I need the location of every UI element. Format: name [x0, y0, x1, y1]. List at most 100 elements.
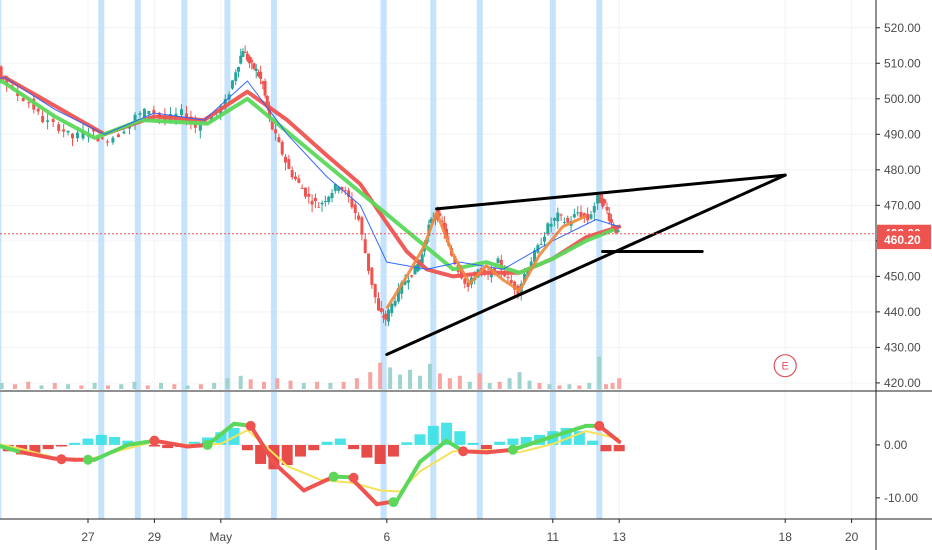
volume-bar: [185, 385, 190, 389]
candle-body: [142, 108, 146, 118]
candle-body: [327, 196, 331, 203]
candle-body: [243, 51, 247, 53]
candle-body: [263, 80, 267, 96]
earnings-label: E: [782, 361, 789, 373]
candle-body: [270, 119, 274, 130]
trendline[interactable]: [435, 173, 787, 211]
candle-body: [466, 282, 470, 287]
trendline[interactable]: [385, 173, 787, 356]
histogram-bar: [600, 444, 612, 452]
candle-body: [81, 130, 85, 139]
candle-body: [566, 217, 570, 223]
candle-body: [598, 194, 602, 204]
volume-bar: [66, 384, 71, 389]
candle-body: [483, 269, 487, 272]
candle-body: [390, 303, 394, 314]
candle-body: [223, 99, 227, 109]
candle-body: [607, 212, 611, 221]
volume-bar: [378, 362, 383, 389]
candle-body: [313, 197, 317, 201]
histogram-bar: [69, 442, 81, 445]
earnings-marker[interactable]: E: [773, 354, 797, 378]
candle-body: [562, 221, 566, 223]
histogram-bar: [520, 436, 532, 445]
trendlines[interactable]: [385, 173, 787, 356]
volume-bar: [341, 381, 346, 389]
candle-body: [605, 206, 609, 211]
macd-segment: [92, 442, 130, 462]
volume-bar: [132, 381, 137, 389]
oscillator-axis-ticks[interactable]: 0.00 -10.00: [876, 438, 918, 505]
time-axis-ticks[interactable]: 27 29 May 6 11 13 18 20: [81, 519, 859, 544]
candle-body: [46, 120, 50, 122]
candle-body: [496, 258, 500, 264]
highlight-column: [134, 392, 141, 519]
cross-dot: [507, 444, 518, 455]
candle-body: [294, 176, 297, 180]
volume-bar: [198, 384, 203, 389]
volume-bar: [288, 380, 293, 389]
candle-body: [41, 116, 45, 123]
volume-bar: [610, 383, 615, 389]
candle-body: [193, 122, 197, 128]
price-tick-label: 470.00: [884, 198, 921, 212]
histogram-bar: [294, 444, 306, 457]
candle-body: [360, 217, 364, 235]
volume-bar: [427, 363, 432, 389]
macd-segment: [152, 438, 190, 449]
volume-bar: [617, 378, 622, 389]
candle-body: [533, 250, 537, 262]
moving-average-line: [0, 79, 615, 275]
volume-bar: [301, 383, 306, 389]
price-axis-ticks[interactable]: 520.00 510.00 500.00 490.00 480.00 470.00 460.…: [876, 21, 921, 390]
candle-body: [287, 159, 291, 169]
candle-body: [75, 132, 79, 139]
candle-body: [556, 212, 560, 222]
candle-body: [198, 124, 202, 131]
cross-dot: [594, 420, 605, 431]
candle-body: [572, 214, 576, 218]
candle-body: [546, 223, 550, 235]
candle-body: [363, 239, 367, 254]
histogram-bar: [188, 441, 200, 445]
highlight-column: [596, 392, 603, 519]
volume-bar: [517, 372, 522, 389]
candle-body: [343, 190, 347, 192]
highlight-column: [0, 0, 2, 390]
candle-body: [579, 211, 583, 218]
time-tick-label: 18: [779, 530, 793, 544]
time-tick-label: 27: [81, 530, 95, 544]
candle-body: [506, 276, 510, 278]
histogram-bar: [109, 436, 121, 445]
candle-body: [357, 215, 361, 220]
macd-segment: [418, 438, 449, 464]
candle-body: [549, 223, 553, 227]
candle-body: [396, 288, 400, 302]
candle-body: [284, 156, 288, 163]
volume-bar: [315, 381, 320, 389]
candle-body: [274, 129, 278, 134]
candle-body: [386, 309, 390, 322]
histogram-bar: [560, 427, 572, 445]
highlight-column: [549, 0, 556, 390]
macd-segment: [301, 474, 336, 493]
candle-body: [248, 56, 252, 64]
price-tick-label: 430.00: [884, 340, 921, 354]
candle-body: [438, 213, 442, 216]
candle-body: [237, 66, 241, 72]
candle-body: [337, 186, 341, 191]
histogram-bar: [321, 441, 333, 445]
volume-bar: [52, 383, 57, 389]
volume-bar: [159, 383, 164, 389]
candle-body: [122, 131, 126, 134]
volume-bar: [92, 383, 97, 389]
volume-bar: [354, 378, 359, 389]
volume-bar: [145, 385, 150, 389]
oscillator-pane: [0, 420, 625, 508]
cross-dot: [348, 472, 359, 483]
volume-bar: [261, 381, 266, 389]
candle-body: [543, 236, 546, 242]
histogram-bar: [215, 432, 227, 445]
candle-body: [250, 60, 254, 63]
